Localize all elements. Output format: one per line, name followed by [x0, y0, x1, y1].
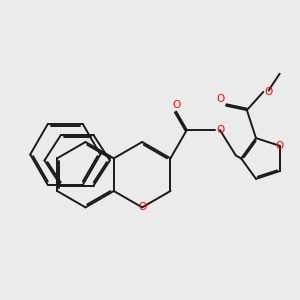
Text: O: O — [216, 94, 225, 104]
Text: O: O — [216, 125, 224, 135]
Text: O: O — [276, 141, 284, 151]
Text: O: O — [138, 202, 146, 212]
Text: O: O — [265, 87, 273, 97]
Text: O: O — [172, 100, 180, 110]
